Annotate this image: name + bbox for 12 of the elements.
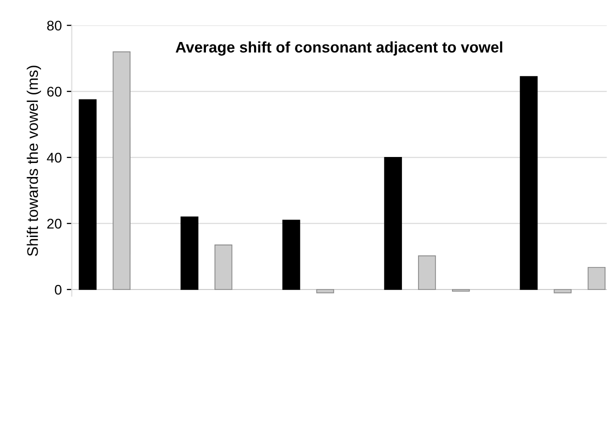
y-tick-label: 80 (47, 20, 62, 31)
y-tick-label: 20 (47, 218, 62, 229)
y-axis-title: Shift towards the vowel (ms) (26, 66, 42, 256)
bar (282, 220, 300, 290)
y-tick-label: 40 (46, 152, 62, 163)
bar (520, 76, 538, 290)
bar (180, 216, 198, 290)
y-tick-label: 60 (47, 86, 62, 97)
bar (384, 157, 402, 290)
bar (78, 99, 97, 290)
text: Average shift of consonant adjacent to vowel (176, 41, 502, 56)
y-tick-label: 0 (54, 284, 62, 295)
